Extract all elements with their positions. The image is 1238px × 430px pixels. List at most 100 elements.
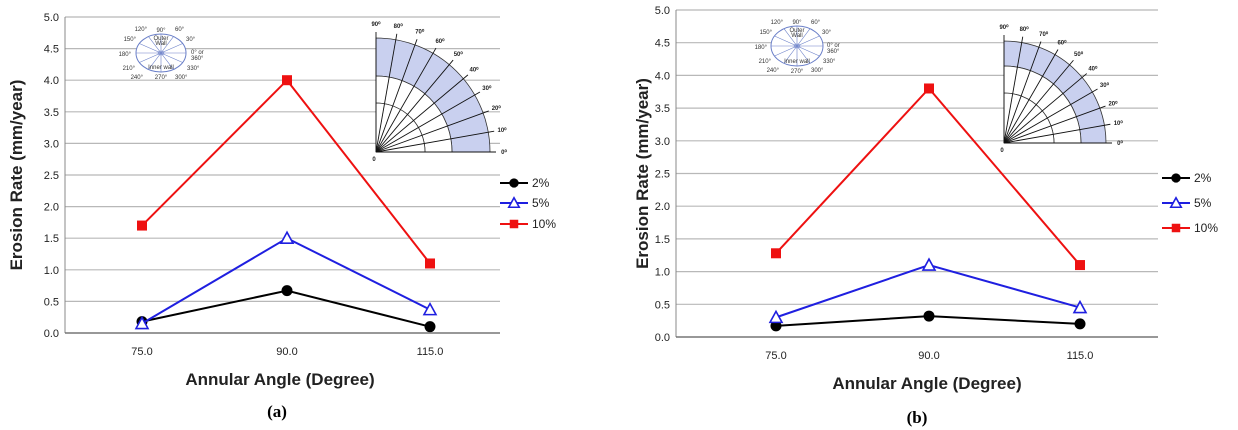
quadrant-angle-label: 40⁰ [1088,65,1098,72]
figure-caption: (b) [907,408,928,427]
pipe-label-right: 30° [186,37,196,43]
quadrant-ray [1003,73,1088,144]
y-tick-label: 4.0 [655,70,670,82]
pipe-label-left: 240° [131,75,144,81]
quadrant-angle-label: 90⁰ [999,24,1009,31]
pipe-spoke [160,43,183,54]
quadrant-ray [375,59,454,153]
pipe-label-right: 60° [175,27,185,33]
y-axis-title: Erosion Rate (mm/year) [633,78,652,269]
quadrant-origin-label: 0 [1000,148,1004,154]
y-tick-label: 0.0 [655,332,670,344]
pipe-label-top: 90° [792,20,802,26]
pipe-spoke [148,52,162,70]
pipe-label-right: 0° or [191,50,204,56]
quadrant-angle-label: 50⁰ [1074,51,1084,58]
y-tick-label: 2.5 [655,169,670,181]
quadrant-angle-label: 20⁰ [1108,100,1118,107]
chart-b: 0.0 0.5 1.0 1.5 2.0 2.5 3.0 3.5 4.0 4.5 5.0 75.0 90.… [633,5,1218,427]
quadrant-angle-label: 90⁰ [371,21,381,28]
data-point-5% [134,315,150,330]
legend-label: 5% [532,196,550,210]
y-tick-label: 1.0 [655,267,670,279]
pipe-label-right: 300° [811,68,824,74]
y-tick-label: 5.0 [44,12,59,24]
x-axis-title: Annular Angle (Degree) [185,370,374,389]
y-tick-label: 0.0 [44,328,59,340]
quadrant-ray [1003,41,1042,144]
pipe-spoke [796,35,820,47]
chart-a: 0.0 0.5 1.0 1.5 2.0 2.5 3.0 3.5 4.0 4.5 5.0 75.0 90.… [7,12,556,421]
data-point-2% [1074,318,1086,330]
data-point-10% [425,258,435,269]
pipe-spoke [139,43,162,54]
legend-label: 10% [1194,221,1218,235]
figure-caption: (a) [267,402,287,421]
y-tick-label: 1.5 [655,234,670,246]
pipe-spoke [774,45,798,57]
data-point-10% [1075,260,1085,271]
pipe-label-left: 240° [767,68,780,74]
quadrant-ray [375,91,481,153]
quadrant-ray [375,33,398,153]
y-tick-label: 4.5 [44,44,59,56]
pipe-label-left: 210° [759,59,772,65]
pipe-label-inner: Inner wall [148,65,174,71]
y-tick-label: 3.0 [655,136,670,148]
quadrant-angle-label: 60⁰ [435,38,445,45]
pipe-spoke [160,52,174,70]
pipe-label-left: 150° [760,30,773,36]
pipe-spoke [139,52,162,63]
y-tick-label: 3.0 [44,138,59,150]
pipe-label-right: 60° [811,20,821,26]
quadrant-ray [375,130,495,153]
data-point-2% [424,321,436,333]
quadrant-ray [375,74,469,153]
data-point-10% [137,220,147,231]
pipe-label-bottom: 270° [155,75,168,81]
pipe-spoke [160,52,183,63]
pipe-label-wall: Wall [155,41,166,47]
y-tick-label: 3.5 [655,103,670,115]
quadrant-angle-label: 0⁰ [1117,140,1123,147]
quadrant-ray [1003,49,1059,144]
y-tick-label: 2.0 [655,201,670,213]
x-tick-label: 115.0 [1067,350,1094,362]
data-point-5% [768,309,784,324]
pipe-label-bottom: 270° [791,69,804,75]
pipe-label-right: 360° [827,49,840,55]
data-point-10% [771,248,781,259]
series-line-5% [141,237,431,325]
quadrant-angle-label: 40⁰ [470,67,480,74]
y-tick-label: 4.0 [44,75,59,87]
quadrant-ray [375,110,489,153]
y-tick-label: 3.5 [44,107,59,119]
pipe-label-right: 0° or [827,43,840,49]
pipe-label-inner: Inner wall [784,59,810,65]
pipe-spoke [160,36,174,54]
y-axis-title: Erosion Rate (mm/year) [7,80,26,271]
quadrant-inner-band [1003,92,1055,144]
y-tick-label: 0.5 [655,299,670,311]
quadrant-ray [375,39,418,153]
quadrant-inner-band [375,102,426,153]
pipe-label-top: 90° [156,28,166,34]
legend-label: 10% [532,217,556,231]
pipe-spoke [796,45,811,64]
data-point-2% [923,310,935,322]
legend-marker [509,219,519,229]
data-point-5% [422,301,438,316]
quadrant-ray [375,47,437,153]
data-point-2% [281,285,293,297]
pipe-label-outer: Outer [153,36,168,42]
quadrant-angle-label: 10⁰ [498,127,508,134]
series-line-5% [775,264,1081,319]
quadrant-angle-label: 70⁰ [415,29,425,36]
legend-label: 2% [532,176,550,190]
pipe-spoke [796,28,811,47]
x-tick-label: 90.0 [276,346,297,358]
legend-marker [1171,173,1181,183]
